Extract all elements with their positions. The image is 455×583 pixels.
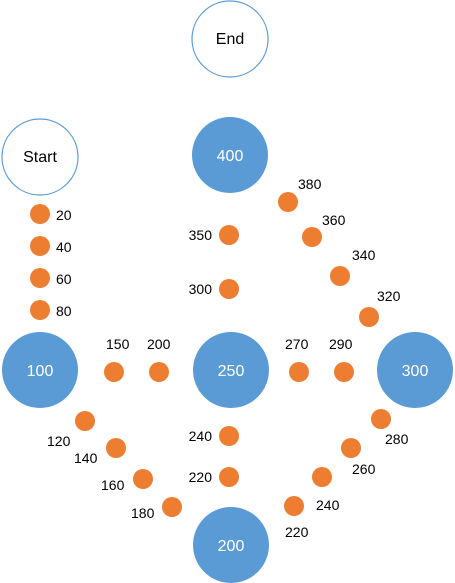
dot-start-60 [30,268,50,288]
dot-br-240 [312,467,332,487]
dot-label-220-mid: 220 [189,469,213,485]
dot-mid-200 [149,362,169,382]
dot-label-320: 320 [377,288,401,304]
dot-label-340: 340 [352,247,376,263]
node-300 [377,332,453,408]
dot-label-350: 350 [189,227,213,243]
dot-label-40: 40 [56,239,72,255]
dot-br-220 [284,496,304,516]
dot-diag-360 [302,227,322,247]
node-200-label: 200 [218,538,245,555]
dot-bl-160 [133,469,153,489]
node-100 [2,332,78,408]
dot-br-280 [371,409,391,429]
end-node-label: End [216,31,244,48]
dot-bm-220 [219,467,239,487]
dot-bm-240 [219,426,239,446]
dot-bl-140 [106,438,126,458]
dot-label-240-mid: 240 [189,428,213,444]
dot-mid-270 [289,362,309,382]
dot-diag-380 [278,192,298,212]
dot-label-380: 380 [298,176,322,192]
node-100-label: 100 [27,363,54,380]
dot-label-270: 270 [285,336,309,352]
dot-top-300 [219,279,239,299]
node-400 [192,117,268,193]
dot-label-290: 290 [329,336,353,352]
dot-label-240-br: 240 [316,497,340,513]
dot-label-60: 60 [56,271,72,287]
dot-label-80: 80 [56,303,72,319]
dot-bl-180 [162,497,182,517]
start-node [1,118,79,196]
dot-mid-150 [104,362,124,382]
dot-label-20: 20 [56,207,72,223]
dot-diag-320 [359,307,379,327]
node-300-label: 300 [402,363,429,380]
dot-label-220-br: 220 [285,524,309,540]
dot-label-120: 120 [47,433,71,449]
dot-bl-120 [75,411,95,431]
dot-start-20 [30,204,50,224]
dot-label-300: 300 [189,281,213,297]
node-200 [193,507,269,583]
node-250-label: 250 [218,363,245,380]
dot-label-160: 160 [101,477,125,493]
dot-mid-290 [334,362,354,382]
dot-start-80 [30,300,50,320]
dot-label-180: 180 [131,505,155,521]
dot-label-280: 280 [385,431,409,447]
dot-label-200: 200 [147,336,171,352]
dot-label-360: 360 [322,212,346,228]
node-250 [193,332,269,408]
start-node-label: Start [23,149,57,166]
dot-label-150: 150 [106,336,130,352]
dot-label-260: 260 [352,461,376,477]
dot-label-140: 140 [74,450,98,466]
dot-top-350 [219,225,239,245]
dot-br-260 [341,438,361,458]
node-400-label: 400 [217,148,244,165]
dot-diag-340 [330,266,350,286]
end-node [191,0,269,78]
dot-start-40 [30,236,50,256]
